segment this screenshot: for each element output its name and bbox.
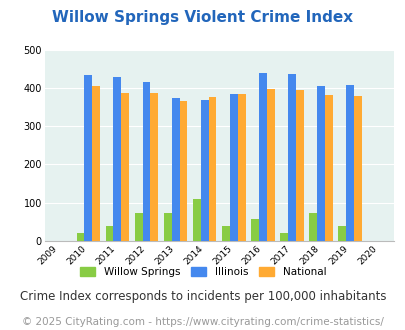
Bar: [250, 219, 258, 241]
Bar: [345, 85, 353, 241]
Bar: [295, 90, 303, 241]
Bar: [84, 75, 92, 241]
Bar: [163, 213, 171, 241]
Bar: [258, 73, 266, 241]
Bar: [76, 233, 84, 241]
Bar: [171, 98, 179, 241]
Text: © 2025 CityRating.com - https://www.cityrating.com/crime-statistics/: © 2025 CityRating.com - https://www.city…: [22, 317, 383, 327]
Bar: [200, 100, 208, 241]
Bar: [222, 226, 229, 241]
Bar: [229, 94, 237, 241]
Bar: [237, 94, 245, 241]
Bar: [121, 93, 129, 241]
Bar: [179, 101, 187, 241]
Bar: [142, 82, 150, 241]
Bar: [150, 93, 158, 241]
Bar: [266, 89, 274, 241]
Bar: [134, 213, 142, 241]
Bar: [105, 226, 113, 241]
Text: Willow Springs Violent Crime Index: Willow Springs Violent Crime Index: [52, 10, 353, 25]
Bar: [309, 213, 316, 241]
Bar: [92, 86, 100, 241]
Bar: [287, 74, 295, 241]
Bar: [316, 86, 324, 241]
Legend: Willow Springs, Illinois, National: Willow Springs, Illinois, National: [75, 263, 330, 281]
Text: Crime Index corresponds to incidents per 100,000 inhabitants: Crime Index corresponds to incidents per…: [20, 290, 385, 303]
Bar: [324, 95, 332, 241]
Bar: [279, 233, 287, 241]
Bar: [192, 199, 200, 241]
Bar: [337, 226, 345, 241]
Bar: [353, 96, 361, 241]
Bar: [113, 77, 121, 241]
Bar: [208, 97, 216, 241]
